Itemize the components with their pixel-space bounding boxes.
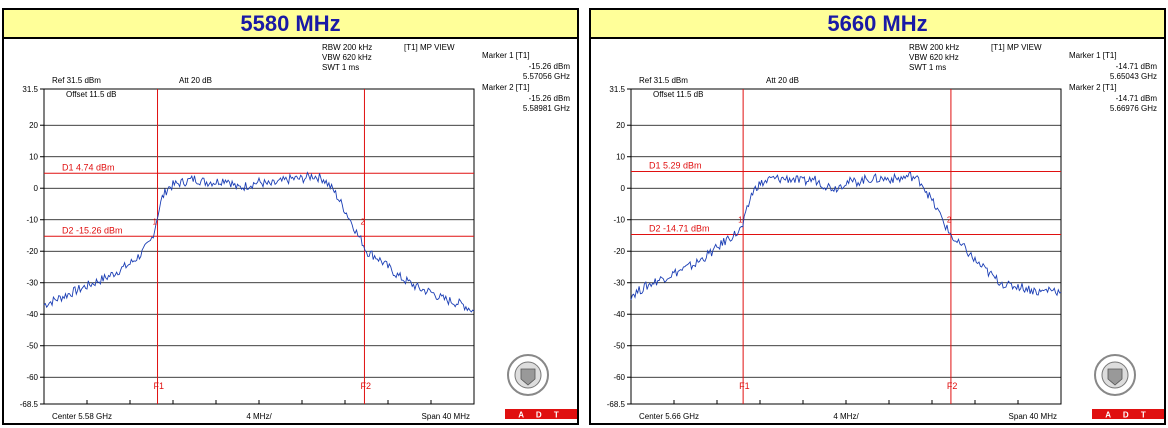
y-tick-label: -30 [26, 279, 38, 288]
offset-label: Offset 11.5 dB [653, 90, 703, 99]
vbw-label: VBW 620 kHz [322, 53, 372, 62]
spectrum-panel-left: 5580 MHz 31.5 20 10 0 -10 -20 -30 -40 -50 -60 -68.… [2, 8, 579, 425]
marker2-level: -14.71 dBm [1116, 94, 1158, 103]
marker1-freq: 5.57056 GHz [523, 72, 570, 81]
y-tick-label: -20 [613, 247, 625, 256]
y-tick-label: 10 [29, 153, 38, 162]
spectrum-plot: 31.5 20 10 0 -10 -20 -30 -40 -50 -60 -68.5 RBW 200 … [20, 43, 577, 421]
marker1-index: 1 [153, 217, 158, 226]
logo-adt-text: A D T [518, 411, 564, 420]
marker2-label: Marker 2 [T1] [482, 83, 530, 92]
logo-adt-text: A D T [1105, 411, 1151, 420]
d1-label: D1 5.29 dBm [649, 161, 702, 171]
marker2-level: -15.26 dBm [529, 94, 571, 103]
y-tick-label: 31.5 [609, 85, 625, 94]
logo-adt-bar [505, 409, 577, 419]
y-tick-label: -68.5 [20, 400, 39, 409]
swt-label: SWT 1 ms [909, 63, 946, 72]
center-label: Center 5.58 GHz [52, 412, 112, 421]
y-tick-label: -40 [26, 310, 38, 319]
y-tick-label: 20 [29, 121, 38, 130]
f1-label: F1 [154, 381, 165, 391]
marker1-label: Marker 1 [T1] [482, 51, 530, 60]
d1-label: D1 4.74 dBm [62, 162, 115, 172]
marker1-label: Marker 1 [T1] [1069, 51, 1117, 60]
y-tick-label: 31.5 [22, 85, 38, 94]
att-label: Att 20 dB [766, 76, 799, 85]
plot-frame [630, 88, 1062, 405]
logo-shield-icon [1107, 368, 1123, 386]
d2-label: D2 -14.71 dBm [649, 224, 710, 234]
center-label: Center 5.66 GHz [639, 412, 699, 421]
trace-line [630, 171, 1062, 301]
span-label: Span 40 MHz [422, 412, 470, 421]
swt-label: SWT 1 ms [322, 63, 359, 72]
y-tick-label: 20 [616, 121, 625, 130]
marker1-index: 1 [738, 216, 743, 225]
plot-frame [43, 88, 475, 405]
rbw-label: RBW 200 kHz [909, 43, 959, 52]
mode-label: [T1] MP VIEW [404, 43, 455, 52]
y-tick-label: 0 [34, 184, 39, 193]
marker2-freq: 5.66976 GHz [1110, 104, 1157, 113]
div-label: 4 MHz/ [246, 412, 272, 421]
att-label: Att 20 dB [179, 76, 212, 85]
ref-label: Ref 31.5 dBm [52, 76, 101, 85]
spectrum-panel-right: 5660 MHz 31.5 20 10 0 -10 -20 -30 -40 -50 -60 -68.… [589, 8, 1166, 425]
y-tick-label: -60 [613, 373, 625, 382]
panel-title: 5660 MHz [827, 10, 928, 36]
y-tick-label: 10 [616, 153, 625, 162]
y-tick-label: -50 [26, 342, 38, 351]
trace-line [43, 171, 475, 313]
y-tick-label: -30 [613, 279, 625, 288]
vbw-label: VBW 620 kHz [909, 53, 959, 62]
spectrum-plot: 31.5 20 10 0 -10 -20 -30 -40 -50 -60 -68.5 RBW 200 … [607, 43, 1164, 421]
rbw-label: RBW 200 kHz [322, 43, 372, 52]
div-label: 4 MHz/ [833, 412, 859, 421]
y-tick-label: -50 [613, 342, 625, 351]
marker2-freq: 5.58981 GHz [523, 104, 570, 113]
mode-label: [T1] MP VIEW [991, 43, 1042, 52]
f2-label: F2 [360, 381, 371, 391]
marker2-label: Marker 2 [T1] [1069, 83, 1117, 92]
y-tick-label: 0 [621, 184, 626, 193]
logo-shield-icon [520, 368, 536, 386]
panel-header: 5660 MHz [591, 10, 1164, 39]
y-tick-label: -20 [26, 247, 38, 256]
marker1-freq: 5.65043 GHz [1110, 72, 1157, 81]
d2-label: D2 -15.26 dBm [62, 225, 123, 235]
marker2-index: 2 [947, 216, 952, 225]
marker1-level: -15.26 dBm [529, 62, 571, 71]
y-tick-label: -10 [613, 216, 625, 225]
y-tick-label: -40 [613, 310, 625, 319]
f2-label: F2 [947, 381, 958, 391]
ref-label: Ref 31.5 dBm [639, 76, 688, 85]
panel-title: 5580 MHz [240, 10, 341, 36]
marker2-index: 2 [360, 217, 365, 226]
y-tick-label: -10 [26, 216, 38, 225]
marker1-level: -14.71 dBm [1116, 62, 1158, 71]
logo-adt-bar [1092, 409, 1164, 419]
panel-header: 5580 MHz [4, 10, 577, 39]
offset-label: Offset 11.5 dB [66, 90, 116, 99]
f1-label: F1 [739, 381, 750, 391]
y-tick-label: -68.5 [607, 400, 626, 409]
span-label: Span 40 MHz [1009, 412, 1057, 421]
y-tick-label: -60 [26, 373, 38, 382]
